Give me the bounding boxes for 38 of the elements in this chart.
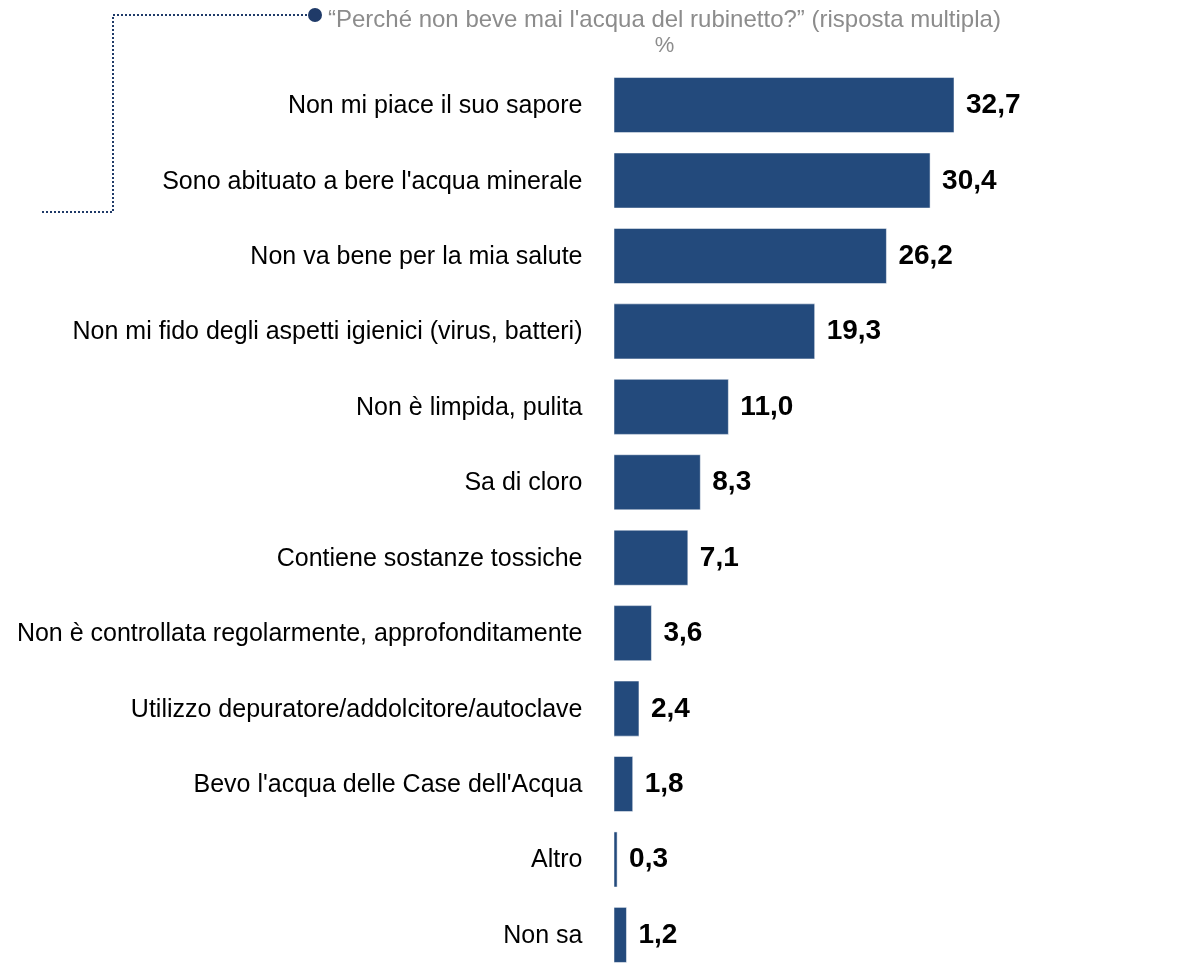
y-tick-label: Non è limpida, pulita	[355, 391, 583, 420]
bar	[613, 831, 618, 888]
y-tick-label: Non sa	[503, 919, 583, 948]
bar	[613, 379, 729, 435]
data-label: 30,4	[942, 163, 998, 195]
y-tick-label: Non mi fido degli aspetti igienici (virus, batteri)	[72, 316, 583, 345]
bar	[613, 454, 701, 511]
y-tick-label: Non mi piace il suo sapore	[287, 90, 583, 119]
bar	[613, 303, 815, 360]
bar	[613, 756, 633, 812]
bar	[613, 605, 652, 661]
data-label: 26,2	[898, 238, 953, 270]
data-label: 1,8	[644, 767, 684, 799]
y-tick-label: Contiene sostanze tossiche	[276, 542, 583, 571]
data-label: 11,0	[740, 389, 794, 421]
data-label: 32,7	[966, 88, 1021, 120]
bar	[613, 907, 627, 963]
data-label: 7,1	[699, 540, 739, 572]
chart-title: “Perché non beve mai l'acqua del rubinetto?” (risposta multipla)	[327, 5, 1001, 32]
y-tick-label: Sono abituato a bere l'acqua minerale	[162, 165, 583, 194]
bar	[613, 228, 887, 284]
chart-subtitle: %	[654, 32, 675, 57]
bar	[613, 77, 955, 133]
bar	[613, 152, 931, 209]
data-label: 19,3	[826, 314, 882, 346]
bar	[613, 529, 689, 586]
data-label: 2,4	[650, 691, 691, 723]
y-tick-label: Non va bene per la mia salute	[250, 240, 583, 269]
y-tick-label: Utilizzo depuratore/addolcitore/autoclave	[130, 693, 583, 722]
y-tick-label: Non è controllata regolarmente, approfonditamente	[16, 618, 583, 647]
y-tick-label: Sa di cloro	[464, 467, 583, 496]
y-tick-label: Altro	[531, 844, 583, 873]
data-label: 3,6	[663, 616, 703, 648]
data-label: 1,2	[638, 917, 678, 949]
y-tick-label: Bevo l'acqua delle Case dell'Acqua	[193, 769, 583, 798]
data-label: 0,3	[629, 842, 669, 874]
data-label: 8,3	[712, 465, 752, 497]
bar	[613, 680, 640, 737]
